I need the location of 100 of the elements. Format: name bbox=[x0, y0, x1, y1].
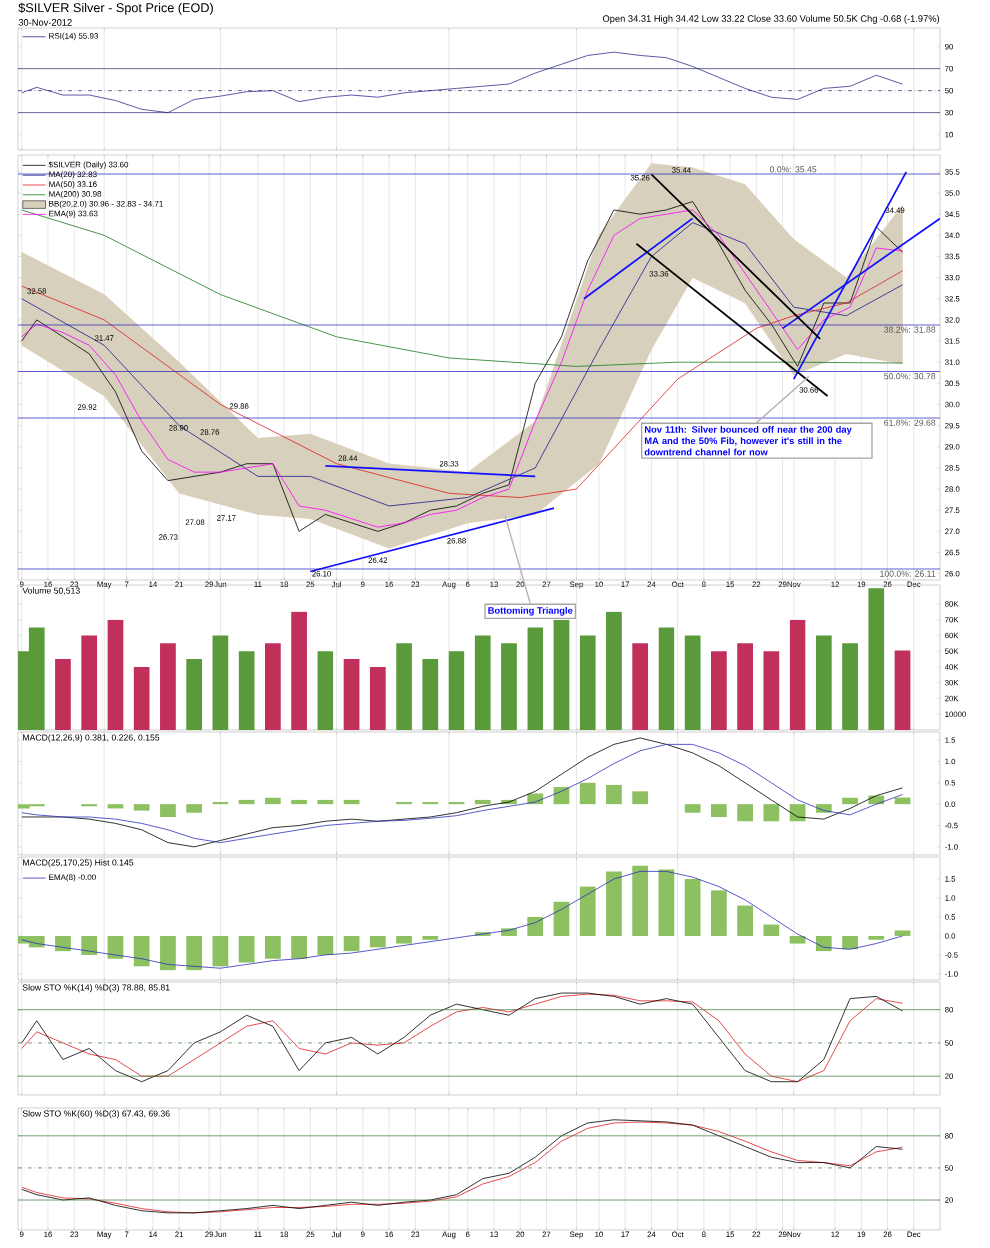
bar bbox=[238, 651, 255, 730]
bar bbox=[448, 651, 465, 730]
bar bbox=[317, 651, 334, 730]
bar bbox=[894, 650, 911, 730]
legend-label: BB(20,2.0) 30.96 - 32.83 - 34.71 bbox=[49, 200, 163, 209]
legend-label: MA(20) 32.83 bbox=[49, 171, 97, 179]
bar bbox=[658, 627, 675, 730]
legend-label: $SILVER (Daily) 33.60 bbox=[48, 161, 129, 169]
chart-title: $SILVER Silver - Spot Price (EOD) bbox=[18, 2, 213, 15]
bar bbox=[763, 924, 780, 936]
bar bbox=[422, 935, 439, 940]
bar bbox=[396, 643, 412, 730]
bar bbox=[107, 935, 124, 959]
bar bbox=[81, 804, 98, 807]
ref-line-label: 100.0%: 26.11 bbox=[880, 570, 936, 577]
bar bbox=[317, 935, 334, 955]
bar bbox=[684, 879, 701, 936]
line-series bbox=[21, 51, 903, 114]
bar bbox=[527, 916, 544, 936]
bar bbox=[894, 930, 911, 936]
annotation: Bottoming Triangle bbox=[488, 606, 573, 616]
bar bbox=[763, 804, 780, 822]
ref-line-label: 38.2%: 31.88 bbox=[884, 326, 936, 333]
bar bbox=[763, 651, 780, 730]
bar bbox=[868, 935, 885, 940]
bar bbox=[81, 635, 98, 730]
ref-line-label: 61.8%: 29.68 bbox=[884, 419, 936, 426]
ref-line-label: 50.0%: 30.78 bbox=[884, 373, 936, 380]
bar bbox=[291, 935, 307, 959]
bar bbox=[606, 871, 622, 936]
bar bbox=[264, 643, 281, 730]
bar bbox=[212, 635, 229, 730]
bar bbox=[579, 886, 596, 936]
bar bbox=[238, 935, 255, 963]
bar bbox=[55, 935, 71, 952]
bar bbox=[291, 799, 307, 805]
bar bbox=[474, 635, 491, 730]
bar bbox=[343, 659, 360, 730]
bar bbox=[238, 799, 255, 805]
bar bbox=[815, 635, 832, 730]
bar bbox=[711, 651, 727, 730]
bar bbox=[842, 643, 858, 730]
bar bbox=[737, 643, 753, 730]
bar bbox=[186, 659, 203, 730]
bar bbox=[737, 905, 753, 936]
bar bbox=[396, 935, 412, 944]
bar bbox=[606, 611, 622, 730]
legend-label: EMA(9) 33.63 bbox=[49, 210, 98, 218]
bar bbox=[842, 935, 858, 950]
bar bbox=[369, 666, 386, 730]
bar bbox=[737, 804, 753, 822]
bar bbox=[160, 804, 176, 817]
bar bbox=[291, 611, 307, 730]
bar bbox=[789, 619, 806, 730]
bar bbox=[369, 935, 386, 948]
bar bbox=[133, 935, 150, 967]
bar bbox=[107, 804, 124, 809]
bar bbox=[684, 804, 701, 813]
ref-line-label: 0.0%: 35.45 bbox=[769, 166, 817, 173]
bar bbox=[553, 619, 570, 730]
bar bbox=[789, 935, 806, 944]
bar bbox=[579, 782, 596, 805]
bar bbox=[160, 643, 176, 730]
bar bbox=[868, 588, 885, 730]
bar bbox=[396, 802, 412, 805]
bar bbox=[81, 935, 98, 955]
line-series bbox=[21, 871, 903, 969]
bar bbox=[55, 659, 71, 730]
bar bbox=[212, 935, 229, 967]
bar bbox=[632, 791, 649, 805]
chart-title: MACD(25,170,25) Hist 0.145 bbox=[23, 859, 134, 868]
text: Open 34.31 High 34.42 Low 33.22 Close 33.60 Volume 50.5K Chg -0.68 (-1.97%) bbox=[602, 15, 940, 24]
bar bbox=[579, 635, 596, 730]
bar bbox=[632, 865, 649, 936]
legend-label: RSI(14) 55.93 bbox=[49, 32, 99, 41]
bar bbox=[264, 797, 281, 805]
bar bbox=[711, 804, 727, 817]
chart-subtitle: 30-Nov-2012 bbox=[18, 19, 72, 26]
chart-title: Slow STO %K(60) %D(3) 67.43, 69.36 bbox=[22, 1110, 170, 1119]
chart-title: Slow STO %K(14) %D(3) 78.88, 85.81 bbox=[22, 984, 170, 993]
bar bbox=[553, 901, 570, 936]
bar bbox=[133, 666, 150, 730]
bar bbox=[317, 799, 334, 805]
bar bbox=[422, 802, 439, 805]
legend-label: MA(200) 30.98 bbox=[49, 190, 102, 199]
bar bbox=[264, 935, 281, 959]
bar bbox=[606, 784, 622, 805]
bar bbox=[711, 890, 727, 936]
chart-title: MACD(12,26,9) 0.381, 0.226, 0.155 bbox=[23, 734, 160, 743]
bar bbox=[186, 804, 203, 813]
chart-title: Volume 50,513 bbox=[22, 587, 80, 595]
bar bbox=[684, 635, 701, 730]
annotation: Nov 11th: Silver bounced off near the 200 day MA and the 50% Fib, however it's still in the downtrend channel for now bbox=[644, 425, 852, 456]
legend-label: EMA(8) -0.00 bbox=[49, 874, 96, 882]
bar bbox=[343, 799, 360, 805]
bar bbox=[527, 627, 544, 730]
bar bbox=[842, 797, 858, 805]
bar bbox=[422, 659, 439, 730]
bar bbox=[632, 643, 649, 730]
bar bbox=[501, 643, 517, 730]
